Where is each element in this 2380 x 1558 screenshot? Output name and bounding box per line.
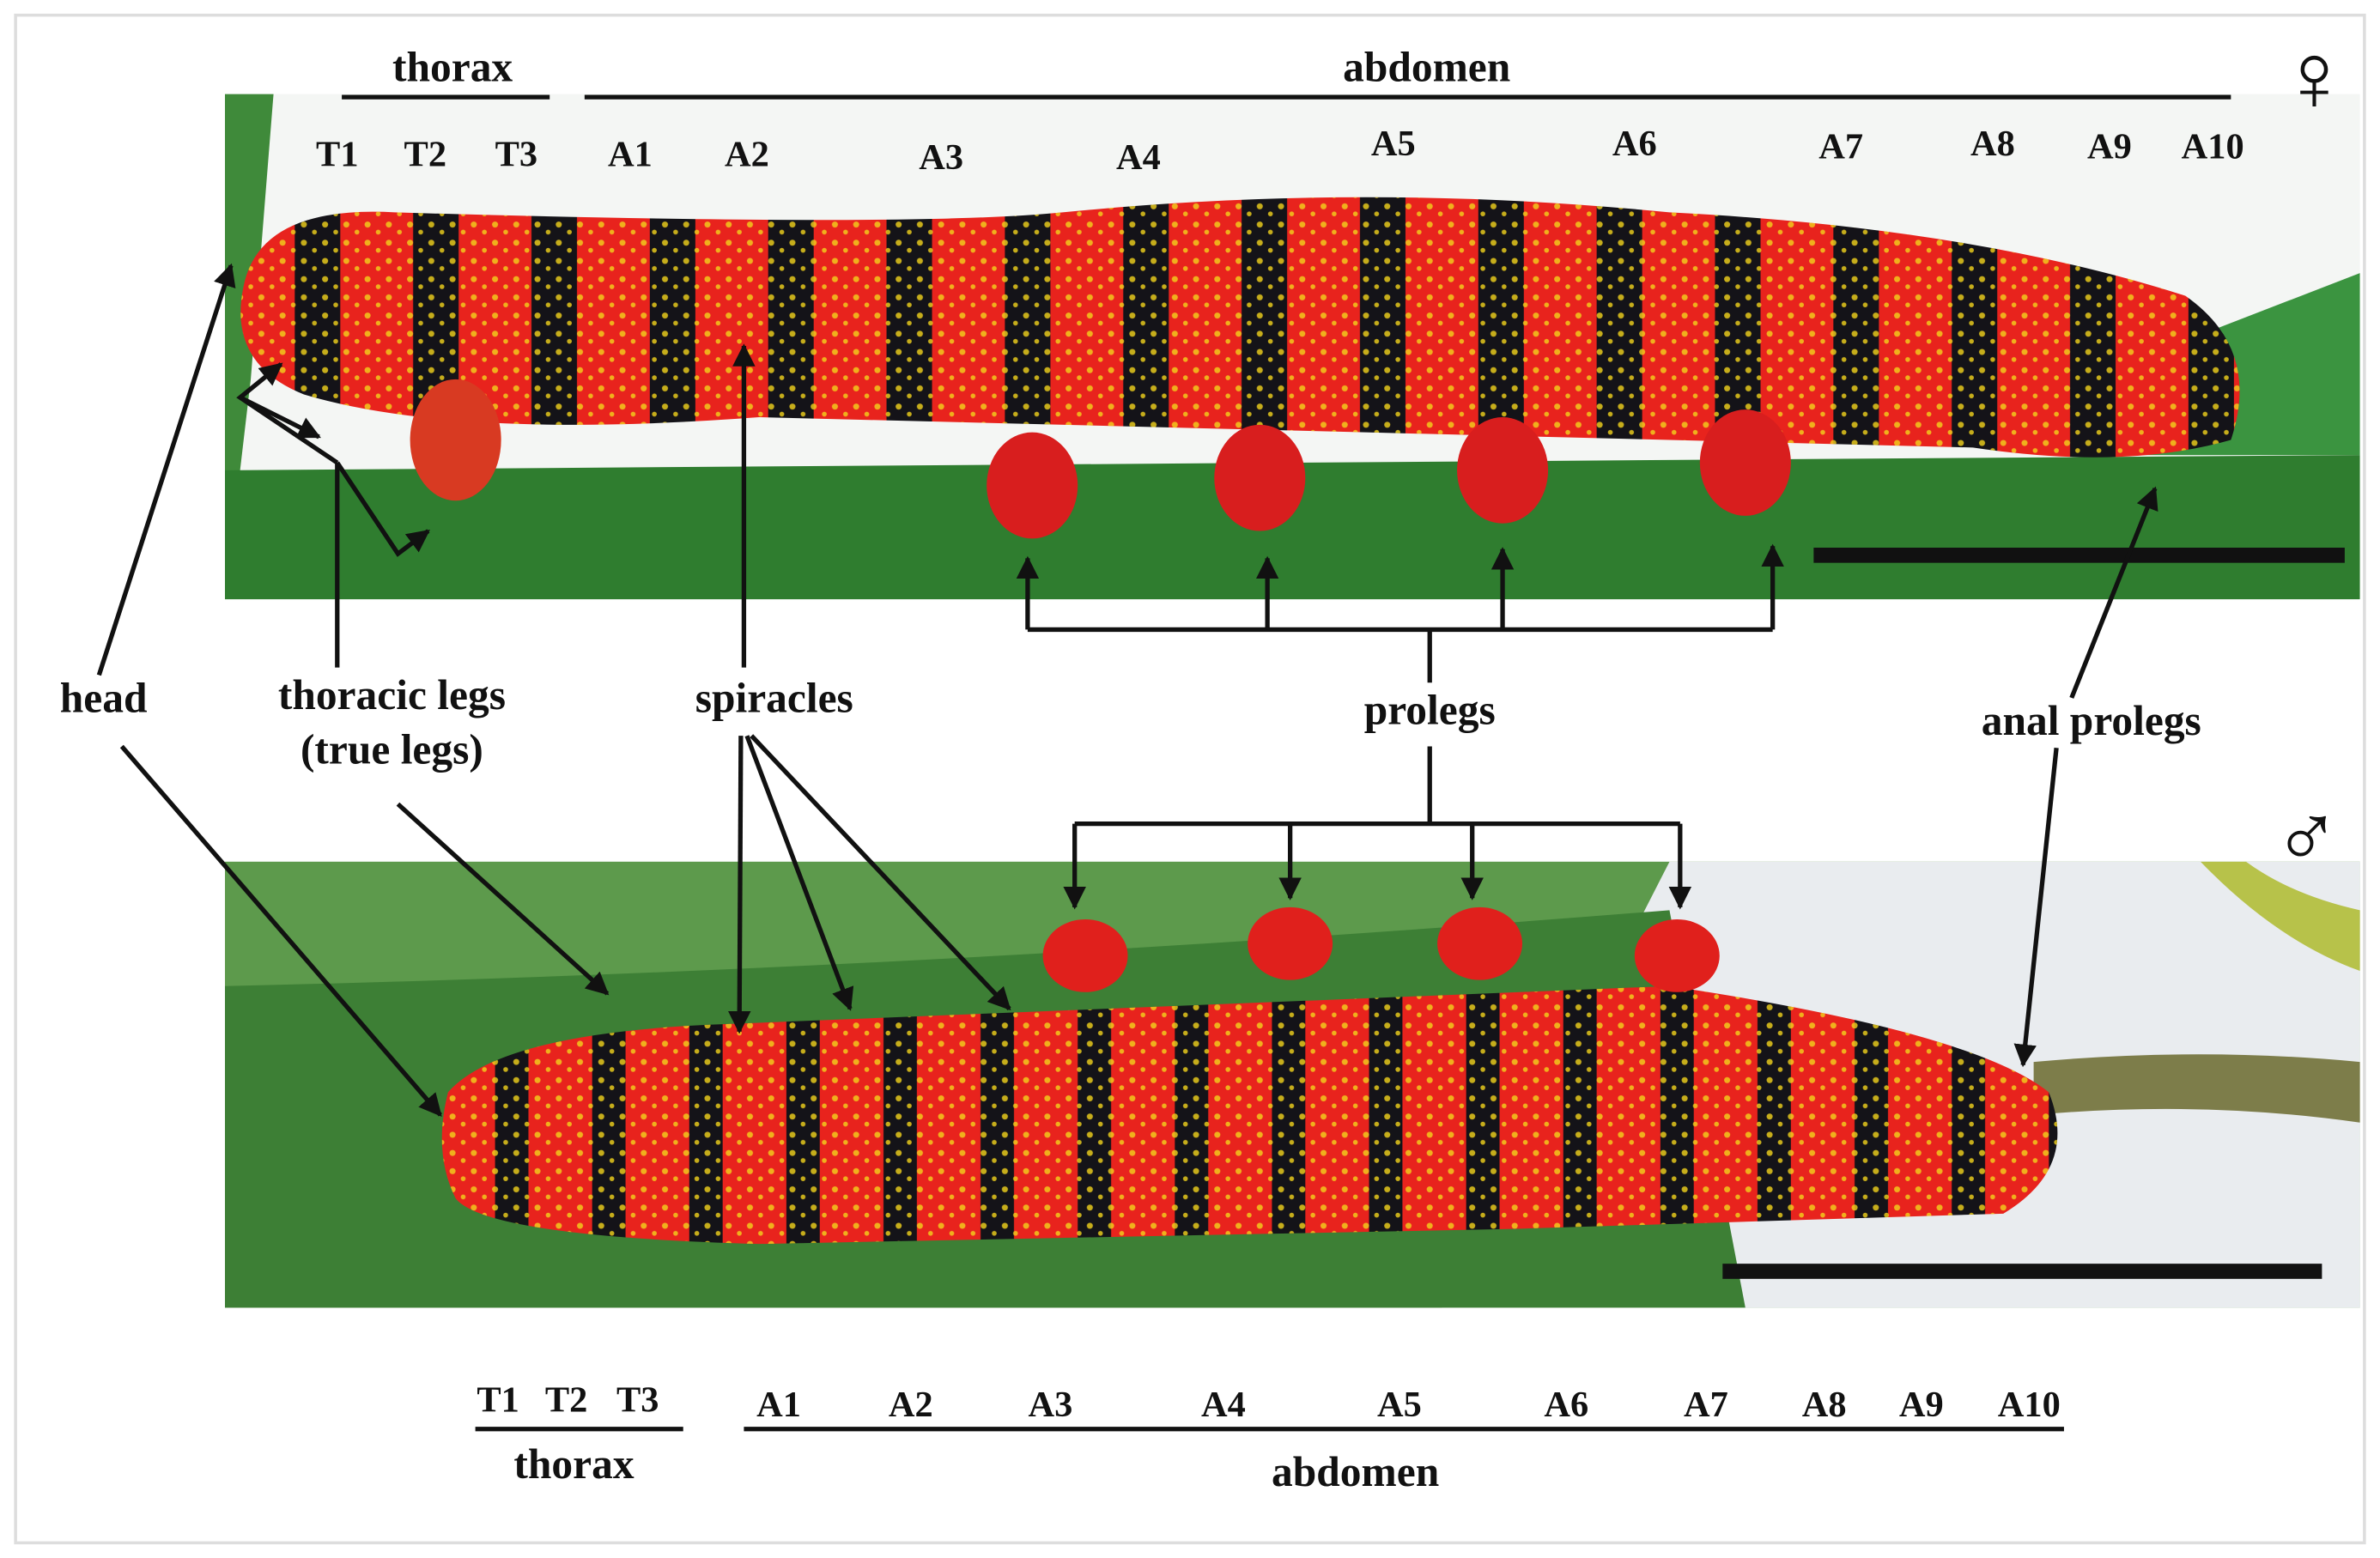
arrows <box>96 263 2158 1117</box>
segment-label: A1 <box>756 1385 801 1425</box>
segment-label: T1 <box>316 135 359 175</box>
callout: head <box>60 675 148 722</box>
thorax-label: thorax <box>392 43 513 90</box>
segment-label: A2 <box>725 135 769 175</box>
male-symbol: ♂ <box>2273 786 2341 887</box>
frame <box>14 13 2366 1545</box>
segment-label: T2 <box>545 1379 588 1420</box>
callout: spiracles <box>695 675 853 722</box>
female-photo <box>225 94 2360 600</box>
segment-label: T3 <box>495 135 538 175</box>
segment-label: A9 <box>1899 1385 1944 1425</box>
male-photo <box>225 861 2360 1308</box>
segment-label: A10 <box>2182 127 2244 167</box>
segment-label: T2 <box>404 135 447 175</box>
thorax-label: thorax <box>513 1440 634 1488</box>
abdomen-label: abdomen <box>1343 43 1510 90</box>
segment-label: A4 <box>1201 1385 1246 1425</box>
segment-label: A10 <box>1998 1385 2061 1425</box>
segment-label: A1 <box>608 135 653 175</box>
segment-label: A8 <box>1970 124 2015 164</box>
scale-bar <box>1722 1264 2322 1279</box>
segment-label: A8 <box>1802 1385 1847 1425</box>
segment-label: A5 <box>1377 1385 1422 1425</box>
scale-bar <box>1813 547 2345 563</box>
segment-label: A6 <box>1612 124 1657 164</box>
segment-label: A3 <box>1028 1385 1072 1425</box>
segment-label: T3 <box>616 1379 659 1420</box>
segment-label: T1 <box>477 1379 519 1420</box>
segment-label: A5 <box>1371 124 1416 164</box>
segment-label: A4 <box>1116 137 1161 178</box>
callout: (true legs) <box>301 726 483 773</box>
segment-label: A7 <box>1684 1385 1728 1425</box>
callout: anal prolegs <box>1982 697 2201 744</box>
callout: prolegs <box>1364 687 1496 734</box>
segment-label: A9 <box>2087 127 2132 167</box>
callout: thoracic legs <box>278 671 506 718</box>
segment-label: A6 <box>1544 1385 1588 1425</box>
segment-label: A3 <box>919 137 963 178</box>
segment-label: A7 <box>1818 127 1863 167</box>
female-symbol: ♀ <box>2278 24 2351 131</box>
segment-label: A2 <box>889 1385 933 1425</box>
abdomen-label: abdomen <box>1272 1448 1439 1495</box>
